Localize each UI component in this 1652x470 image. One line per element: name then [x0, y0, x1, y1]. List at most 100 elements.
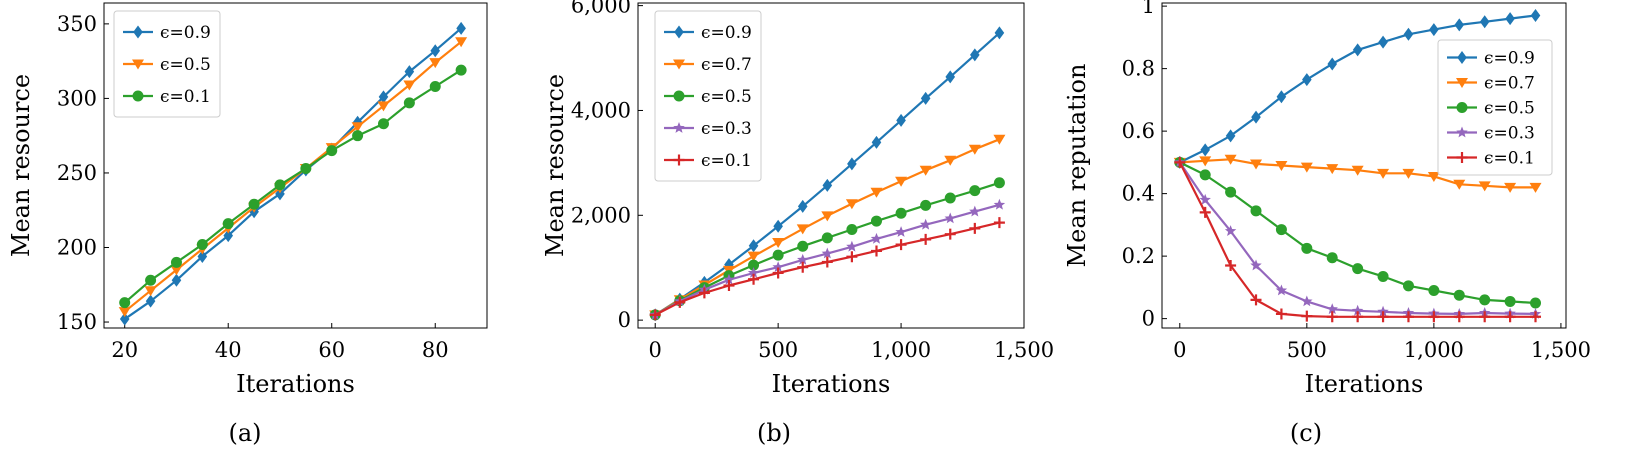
data-point [797, 199, 808, 213]
y-tick-label: 0.6 [1122, 119, 1155, 143]
legend-marker [1456, 126, 1468, 138]
data-point [871, 135, 882, 149]
legend-label: ϵ=0.9 [160, 23, 211, 43]
data-point [300, 162, 312, 174]
data-point [196, 239, 208, 251]
data-point [847, 157, 857, 171]
y-tick-label: 0.8 [1122, 57, 1155, 81]
data-point [1453, 311, 1465, 323]
data-point [1326, 303, 1338, 315]
data-point [773, 219, 783, 233]
data-point [919, 218, 932, 230]
y-tick-label: 0 [618, 308, 631, 332]
data-point [821, 232, 833, 244]
y-tick-label: 6,000 [571, 0, 631, 18]
legend-label: ϵ=0.1 [1484, 149, 1535, 169]
data-point [223, 229, 234, 243]
data-point [1200, 143, 1210, 157]
data-point [145, 274, 157, 286]
legend-marker [133, 25, 143, 39]
legend: ϵ=0.9 ϵ=0.5 ϵ=0.1 [113, 10, 221, 118]
data-point [222, 218, 234, 230]
panel-a: 20 40 60 80 150 200 250 300 350 Iterations Mean re… [7, 2, 488, 447]
data-point [994, 26, 1005, 40]
x-axis-label: Iterations [1305, 370, 1424, 398]
legend-box [1437, 39, 1553, 176]
data-point [1402, 311, 1414, 323]
legend-box [654, 10, 762, 182]
data-point [1352, 43, 1363, 57]
data-point [1250, 294, 1262, 306]
data-point [1377, 311, 1389, 323]
legend-box [113, 10, 221, 118]
legend-marker [673, 154, 685, 166]
panel-caption: (c) [1290, 419, 1322, 447]
data-point [993, 134, 1006, 145]
data-point [846, 251, 858, 263]
legend-label: ϵ=0.9 [701, 23, 752, 43]
data-point [1199, 193, 1211, 205]
legend-marker [1456, 102, 1468, 113]
data-point [144, 286, 157, 297]
data-point [1225, 260, 1237, 271]
data-point [1530, 311, 1542, 323]
data-point [920, 233, 932, 245]
legend-marker [1456, 78, 1468, 88]
data-point [1326, 164, 1339, 175]
data-point [170, 265, 183, 276]
data-point [456, 21, 466, 35]
data-point [993, 217, 1005, 229]
data-point [171, 273, 182, 287]
x-tick-label: 20 [111, 338, 138, 362]
data-point [326, 145, 338, 157]
y-tick-label: 150 [57, 310, 97, 334]
x-axis-label: Iterations [236, 370, 355, 398]
data-point [403, 97, 415, 109]
legend-label: ϵ=0.3 [701, 119, 752, 139]
data-point [197, 249, 208, 263]
data-point [723, 280, 735, 292]
data-point [1352, 311, 1364, 323]
x-tick-label: 40 [215, 338, 242, 362]
data-point [145, 294, 156, 308]
data-point [895, 239, 907, 251]
data-point [993, 198, 1006, 210]
data-point [1224, 154, 1237, 165]
data-point [1351, 304, 1364, 316]
y-tick-label: 350 [57, 12, 97, 36]
legend-marker [674, 25, 684, 39]
x-tick-label: 0 [649, 338, 662, 362]
data-point [724, 258, 734, 272]
data-point [429, 80, 441, 92]
y-tick-label: 1 [1142, 0, 1155, 18]
data-point [1301, 242, 1313, 254]
data-point [945, 70, 956, 84]
data-point [1377, 270, 1389, 282]
data-point [1428, 285, 1440, 296]
data-point [351, 122, 364, 133]
data-point [1301, 310, 1313, 322]
data-point [1530, 297, 1542, 309]
plot-frame [1161, 2, 1567, 329]
data-point [119, 297, 131, 309]
data-point [1276, 90, 1287, 104]
data-point [920, 199, 932, 211]
data-point [1504, 311, 1516, 323]
legend-marker [1457, 51, 1467, 64]
data-point [870, 187, 883, 198]
data-point [1301, 295, 1313, 307]
data-point [993, 177, 1005, 189]
data-point [1504, 295, 1516, 307]
data-point [378, 90, 389, 104]
data-point [1199, 206, 1211, 218]
data-point [797, 261, 809, 273]
data-point [1530, 9, 1541, 22]
series-line [124, 27, 462, 321]
data-point [1326, 252, 1338, 264]
legend-marker [132, 59, 144, 70]
legend-marker [673, 59, 685, 70]
data-point [772, 249, 784, 261]
data-point [797, 253, 809, 265]
legend-marker [1456, 152, 1468, 163]
data-point [968, 144, 981, 155]
